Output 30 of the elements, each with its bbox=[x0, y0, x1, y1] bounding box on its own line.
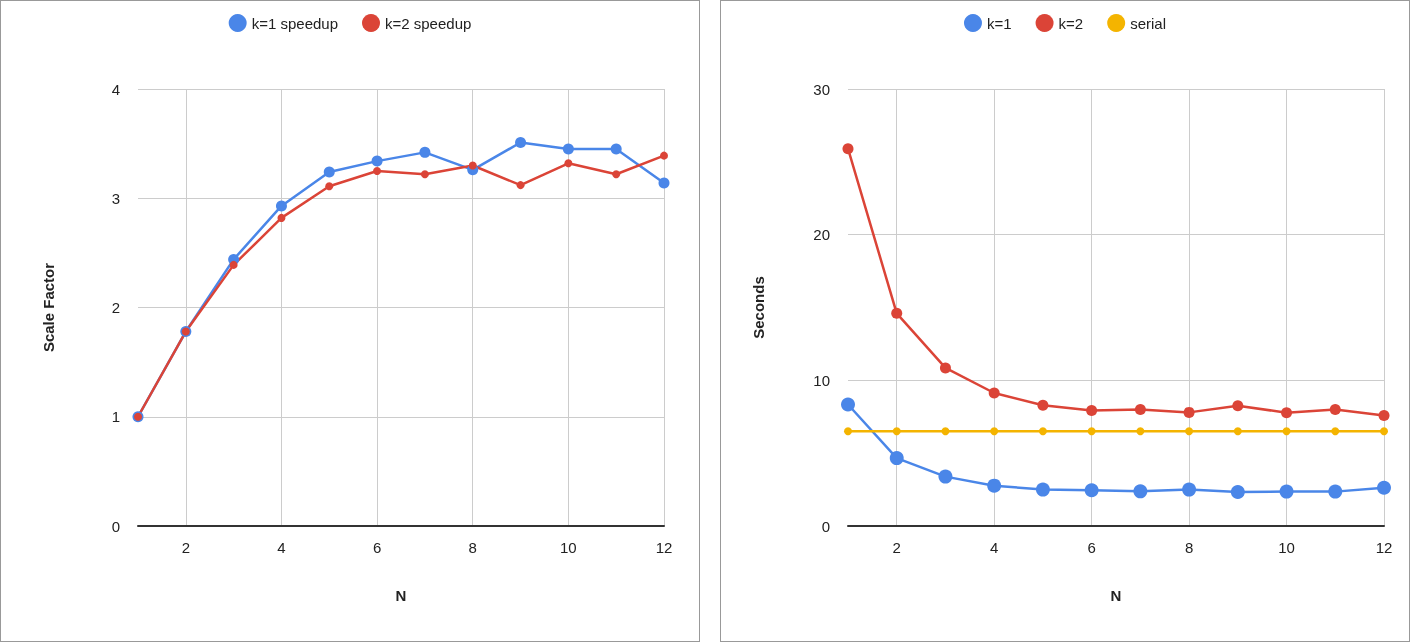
y-tick-label: 30 bbox=[813, 80, 830, 98]
x-axis-title: N bbox=[1110, 587, 1122, 604]
y-tick-label: 3 bbox=[111, 189, 120, 207]
y-tick-label: 1 bbox=[111, 408, 120, 426]
y-tick-label: 0 bbox=[111, 517, 120, 535]
legend-label: k=2 bbox=[1058, 14, 1084, 32]
x-axis-title: N bbox=[395, 587, 407, 604]
y-axis-title: Seconds bbox=[750, 276, 767, 339]
x-tick-label: 2 bbox=[892, 539, 901, 556]
x-tick-label: 12 bbox=[655, 539, 673, 556]
x-tick-label: 6 bbox=[1087, 539, 1096, 556]
y-tick-label: 0 bbox=[821, 517, 830, 535]
x-tick-label: 4 bbox=[277, 539, 286, 556]
legend-label: k=1 speedup bbox=[251, 14, 338, 32]
y-tick-label: 20 bbox=[813, 226, 830, 244]
y-tick-label: 10 bbox=[813, 371, 830, 389]
y-tick-label: 4 bbox=[111, 80, 120, 98]
legend-label: k=1 bbox=[986, 14, 1012, 32]
x-tick-label: 8 bbox=[1184, 539, 1194, 556]
y-axis-title: Scale Factor bbox=[40, 262, 57, 353]
legend-label: k=2 speedup bbox=[385, 14, 472, 32]
x-tick-label: 10 bbox=[1278, 539, 1295, 556]
legend-label: serial bbox=[1130, 14, 1167, 32]
x-tick-label: 6 bbox=[372, 539, 382, 556]
x-tick-label: 10 bbox=[560, 539, 577, 556]
x-tick-label: 2 bbox=[181, 539, 190, 556]
y-tick-label: 2 bbox=[111, 299, 120, 316]
x-tick-label: 12 bbox=[1375, 539, 1393, 556]
x-tick-label: 4 bbox=[990, 539, 999, 556]
x-tick-label: 8 bbox=[468, 539, 477, 556]
